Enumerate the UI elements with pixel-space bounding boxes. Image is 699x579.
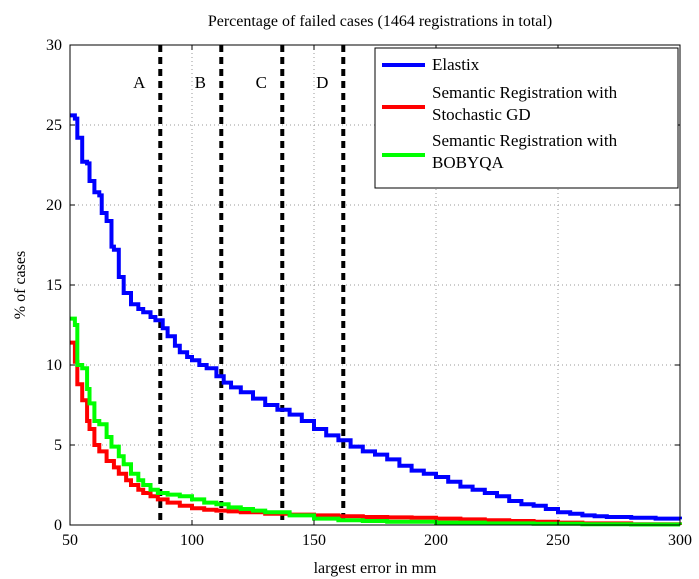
series-line-2: [70, 316, 682, 527]
y-tick-label: 25: [46, 117, 62, 134]
x-tick-label: 250: [546, 532, 570, 549]
y-axis-title: % of cases: [12, 251, 29, 319]
legend-box: [374, 47, 679, 189]
y-tick-label: 0: [54, 517, 62, 534]
legend-label-2: BOBYQA: [432, 153, 505, 172]
x-tick-label: 200: [424, 532, 448, 549]
x-tick-label: 300: [668, 532, 692, 549]
threshold-lines: A B C D: [133, 45, 346, 525]
series-line-1: [70, 340, 682, 527]
legend-label-1: Semantic Registration with: [432, 83, 618, 102]
legend-label-2: Semantic Registration with: [432, 131, 618, 150]
legend-label-1: Stochastic GD: [432, 105, 531, 124]
series-lines: [70, 113, 682, 527]
x-tick-label: 100: [180, 532, 204, 549]
legend-label-0: Elastix: [432, 55, 480, 74]
y-tick-label: 20: [46, 197, 62, 214]
y-tick-label: 5: [54, 437, 62, 454]
threshold-label-d: D: [316, 73, 328, 92]
y-tick-label: 30: [46, 37, 62, 54]
legend: Elastix Semantic Registration with Stochas…: [374, 47, 679, 189]
threshold-label-b: B: [195, 73, 206, 92]
axis-ticks: 50 100 150 200 250 300 0 5 10 15 20 25 30: [46, 37, 692, 549]
y-tick-label: 15: [46, 277, 62, 294]
threshold-label-c: C: [256, 73, 267, 92]
chart-title: Percentage of failed cases (1464 registr…: [208, 13, 552, 30]
x-axis-title: largest error in mm: [314, 560, 437, 577]
threshold-label-a: A: [133, 73, 146, 92]
y-tick-label: 10: [46, 357, 62, 374]
x-tick-label: 50: [62, 532, 78, 549]
series-line-0: [70, 113, 682, 521]
x-tick-label: 150: [302, 532, 326, 549]
